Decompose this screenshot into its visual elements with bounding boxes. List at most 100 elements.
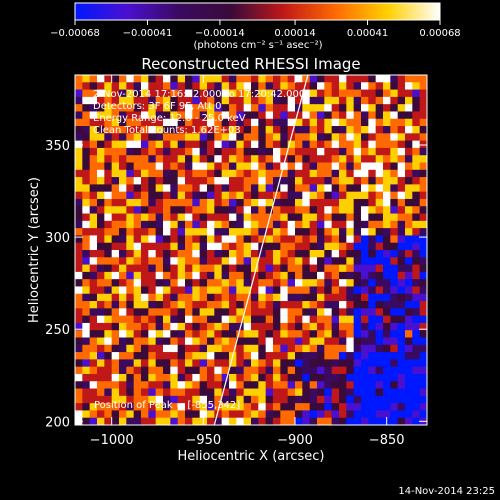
- heatmap-cell: [192, 271, 200, 280]
- heatmap-cell: [258, 279, 266, 287]
- heatmap-cell: [339, 198, 347, 207]
- heatmap-cell: [353, 250, 362, 258]
- heatmap-cell: [353, 395, 362, 404]
- heatmap-cell: [111, 395, 120, 404]
- heatmap-cell: [346, 403, 354, 411]
- heatmap-cell: [397, 235, 406, 244]
- heatmap-cell: [280, 198, 288, 207]
- heatmap-cell: [405, 373, 413, 382]
- heatmap-cell: [104, 417, 112, 425]
- heatmap-cell: [368, 410, 376, 419]
- heatmap-cell: [280, 286, 288, 295]
- heatmap-cell: [287, 75, 296, 83]
- heatmap-cell: [361, 228, 369, 236]
- heatmap-cell: [141, 410, 149, 419]
- heatmap-cell: [111, 359, 120, 367]
- heatmap-cell: [383, 242, 391, 251]
- x-tick-label: −900: [277, 433, 313, 448]
- heatmap-cell: [236, 111, 244, 120]
- heatmap-cell: [368, 264, 376, 273]
- heatmap-cell: [383, 111, 391, 120]
- heatmap-cell: [397, 308, 406, 316]
- heatmap-cell: [148, 286, 156, 295]
- heatmap-cell: [243, 198, 252, 207]
- heatmap-cell: [185, 111, 193, 120]
- heatmap-cell: [361, 410, 369, 419]
- heatmap-cell: [251, 344, 259, 353]
- heatmap-cell: [141, 191, 149, 200]
- heatmap-cell: [75, 235, 83, 244]
- heatmap-cell: [119, 89, 127, 98]
- heatmap-cell: [324, 206, 332, 214]
- heatmap-cell: [397, 96, 406, 105]
- heatmap-cell: [317, 111, 325, 120]
- heatmap-cell: [89, 235, 98, 244]
- heatmap-cell: [419, 220, 427, 229]
- heatmap-cell: [390, 75, 398, 83]
- heatmap-cell: [75, 104, 83, 112]
- heatmap-cell: [97, 140, 105, 149]
- heatmap-cell: [295, 126, 303, 134]
- heatmap-cell: [265, 242, 274, 251]
- heatmap-cell: [324, 133, 332, 141]
- heatmap-cell: [207, 191, 215, 200]
- heatmap-cell: [419, 162, 427, 171]
- heatmap-cell: [324, 373, 332, 382]
- heatmap-cell: [214, 198, 222, 207]
- heatmap-cell: [295, 118, 303, 127]
- heatmap-cell: [133, 228, 142, 236]
- heatmap-cell: [148, 228, 156, 236]
- heatmap-cell: [236, 359, 244, 367]
- heatmap-cell: [302, 89, 310, 98]
- heatmap-cell: [405, 242, 413, 251]
- heatmap-cell: [155, 381, 164, 389]
- heatmap-cell: [170, 169, 178, 178]
- heatmap-cell: [339, 381, 347, 389]
- heatmap-cell: [383, 293, 391, 302]
- heatmap-cell: [295, 206, 303, 214]
- heatmap-cell: [207, 388, 215, 397]
- heatmap-cell: [361, 162, 369, 171]
- heatmap-cell: [214, 147, 222, 156]
- heatmap-cell: [302, 337, 310, 346]
- heatmap-cell: [339, 271, 347, 280]
- heatmap-cell: [104, 315, 112, 324]
- heatmap-cell: [317, 257, 325, 265]
- heatmap-cell: [236, 403, 244, 411]
- heatmap-cell: [89, 220, 98, 229]
- heatmap-cell: [221, 250, 230, 258]
- heatmap-cell: [419, 89, 427, 98]
- heatmap-cell: [405, 206, 413, 214]
- heatmap-cell: [419, 308, 427, 316]
- heatmap-cell: [375, 126, 384, 134]
- heatmap-cell: [419, 191, 427, 200]
- heatmap-cell: [236, 89, 244, 98]
- heatmap-cell: [324, 301, 332, 309]
- heatmap-cell: [383, 198, 391, 207]
- heatmap-cell: [97, 111, 105, 120]
- heatmap-cell: [214, 82, 222, 90]
- heatmap-cell: [75, 337, 83, 346]
- heatmap-cell: [287, 104, 296, 112]
- heatmap-cell: [243, 257, 252, 265]
- heatmap-cell: [302, 191, 310, 200]
- heatmap-cell: [229, 381, 237, 389]
- heatmap-cell: [170, 177, 178, 185]
- heatmap-cell: [126, 118, 134, 127]
- heatmap-cell: [397, 162, 406, 171]
- heatmap-cell: [324, 308, 332, 316]
- heatmap-cell: [390, 82, 398, 90]
- heatmap-cell: [280, 147, 288, 156]
- heatmap-cell: [397, 118, 406, 127]
- heatmap-cell: [236, 235, 244, 244]
- heatmap-cell: [302, 147, 310, 156]
- heatmap-cell: [361, 82, 369, 90]
- heatmap-cell: [221, 184, 230, 192]
- heatmap-cell: [324, 417, 332, 425]
- heatmap-cell: [258, 191, 266, 200]
- heatmap-cell: [97, 308, 105, 316]
- heatmap-cell: [317, 250, 325, 258]
- heatmap-cell: [229, 242, 237, 251]
- heatmap-cell: [185, 308, 193, 316]
- heatmap-cell: [265, 279, 274, 287]
